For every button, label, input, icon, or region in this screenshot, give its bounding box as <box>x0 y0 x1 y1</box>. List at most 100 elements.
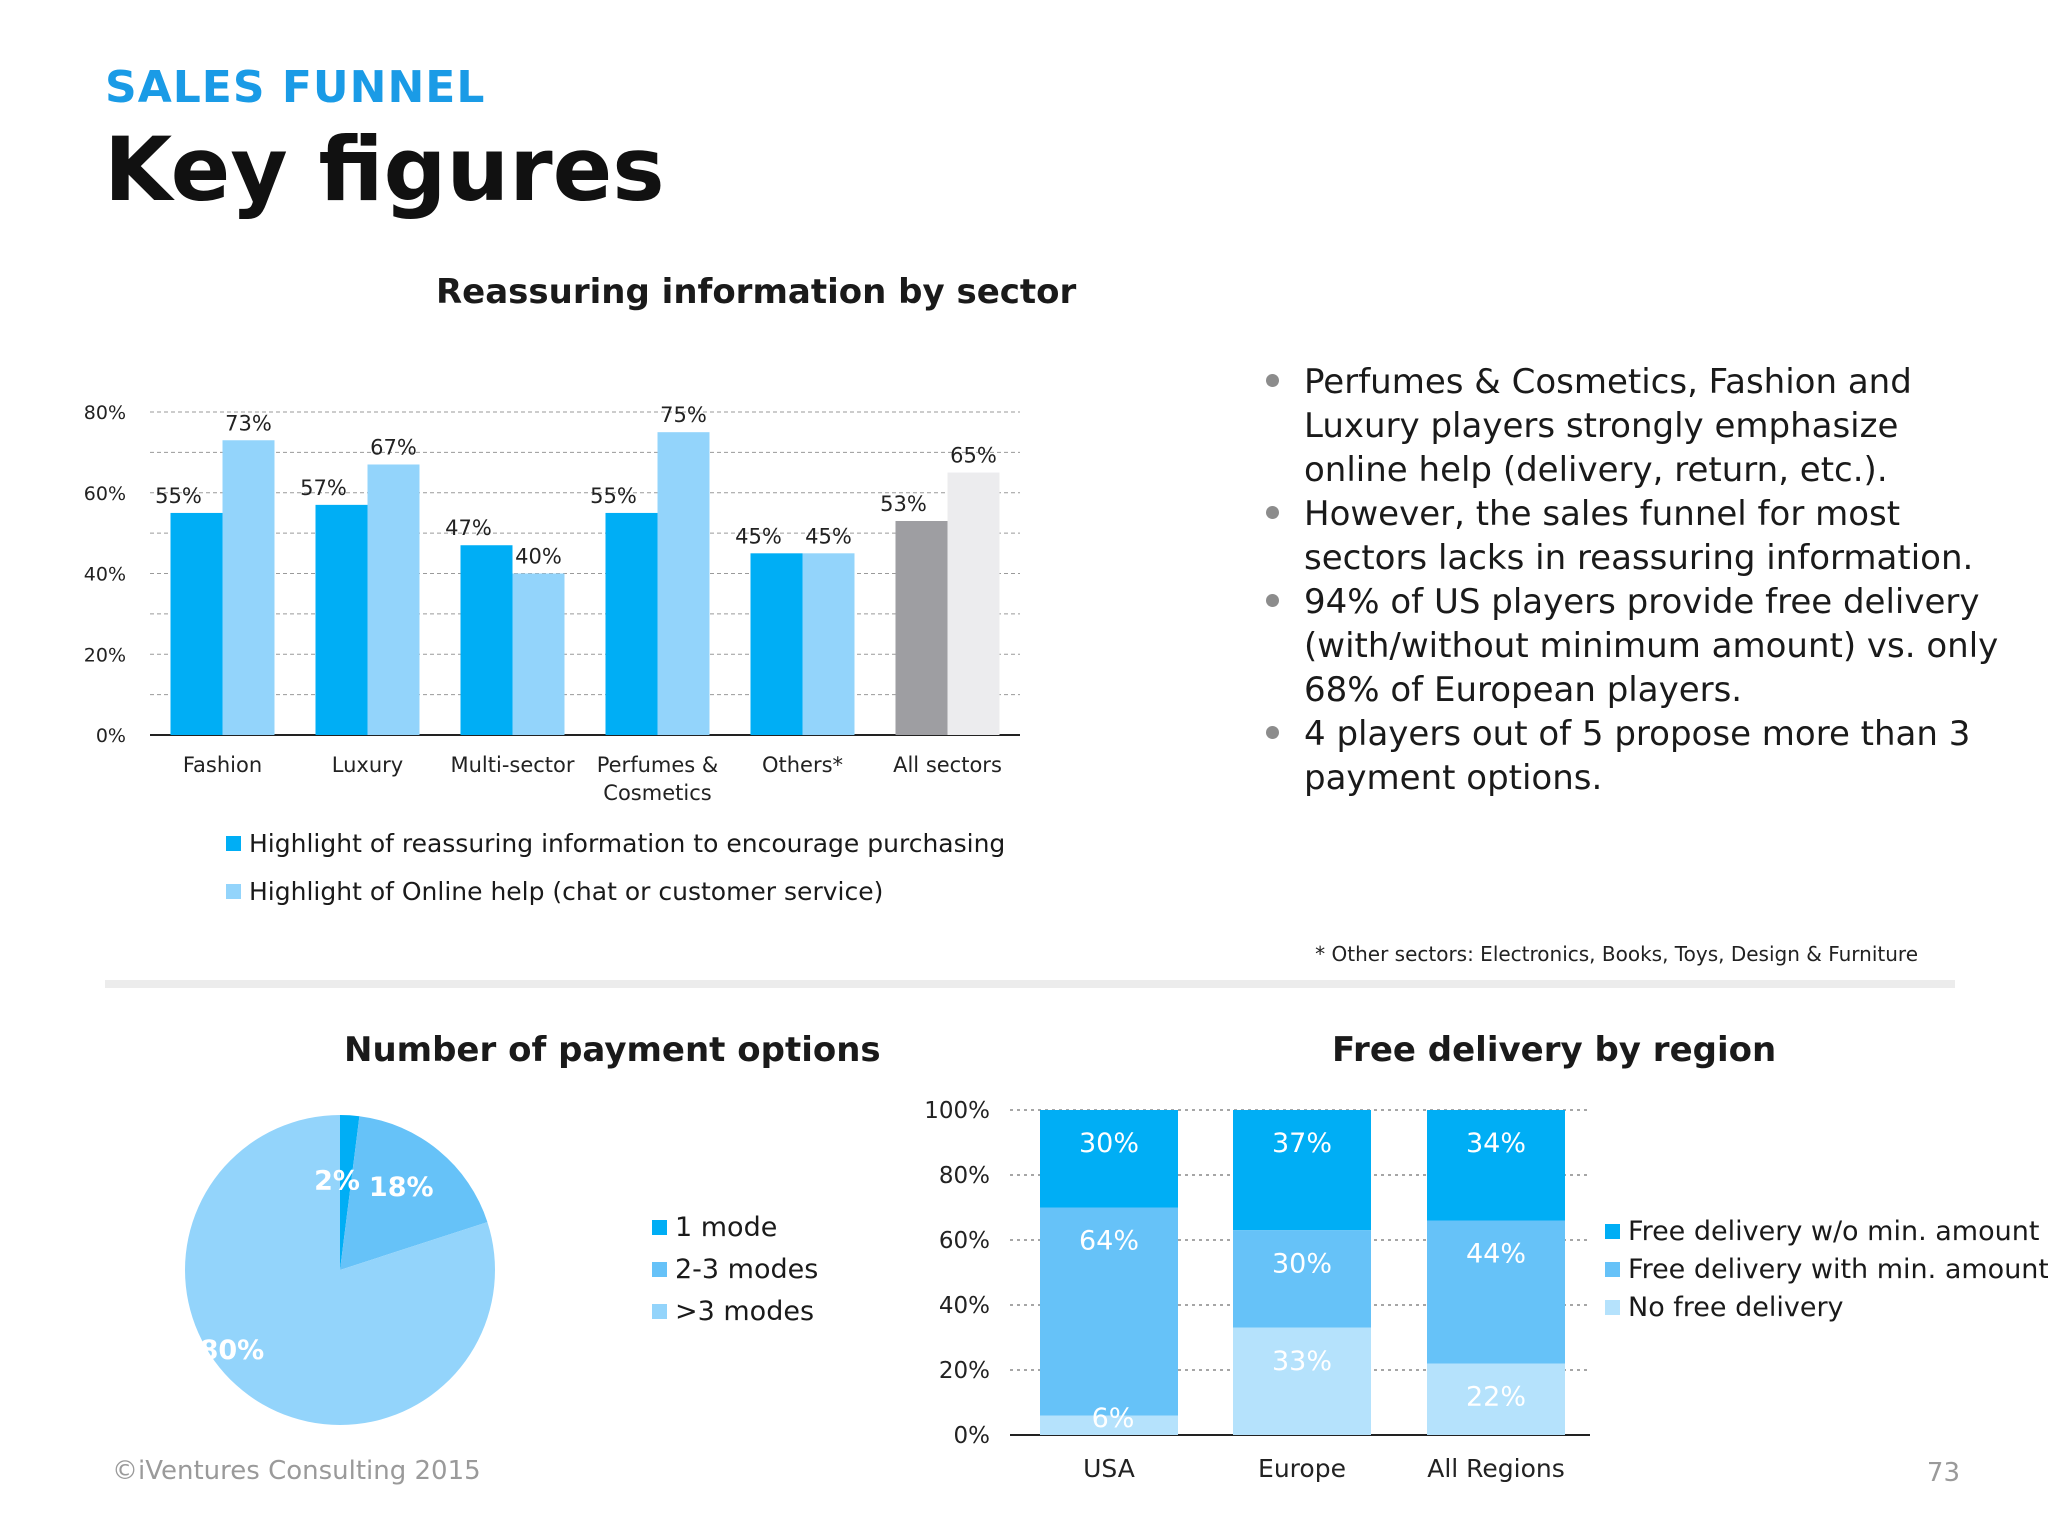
y-tick-label: 80% <box>939 1163 990 1189</box>
stacked-segment <box>1040 1110 1178 1208</box>
legend-label: 1 mode <box>675 1211 778 1243</box>
y-tick-label: 100% <box>924 1098 990 1124</box>
legend-label: Free delivery with min. amount <box>1628 1253 2048 1285</box>
pie-label: 18% <box>369 1172 434 1203</box>
segment-label: 64% <box>1079 1226 1139 1257</box>
data-label: 65% <box>950 444 997 468</box>
section-eyebrow: SALES FUNNEL <box>105 62 486 113</box>
stacked-segment <box>1040 1415 1178 1435</box>
segment-label: 44% <box>1466 1239 1526 1270</box>
x-tick-label: Perfumes & <box>597 753 719 777</box>
y-tick-label: 0% <box>954 1423 991 1449</box>
sector-legend-item-1: Highlight of reassuring information to e… <box>226 829 1005 858</box>
legend-swatch-blue <box>652 1219 667 1235</box>
legend-label: Highlight of reassuring information to e… <box>249 829 1006 858</box>
y-tick-label: 80% <box>84 402 126 424</box>
legend-swatch-blue <box>226 836 241 851</box>
delivery-chart-title: Free delivery by region <box>1332 1030 1777 1070</box>
sector-legend-item-2: Highlight of Online help (chat or custom… <box>226 877 883 906</box>
payment-pie-chart: 2% 18% 80% <box>184 1115 495 1425</box>
payment-legend-item: 2-3 modes <box>652 1248 818 1290</box>
legend-swatch-light-blue <box>226 884 241 899</box>
x-tick-label: Luxury <box>332 753 403 777</box>
x-tick-label: All Regions <box>1427 1454 1565 1483</box>
bar <box>802 553 855 735</box>
delivery-legend-item: Free delivery with min. amount <box>1605 1250 2048 1288</box>
bar <box>657 432 710 735</box>
sector-chart-title: Reassuring information by sector <box>436 272 1077 312</box>
x-tick-label: Fashion <box>183 753 262 777</box>
payment-legend: 1 mode 2-3 modes >3 modes <box>652 1206 818 1332</box>
segment-label: 30% <box>1272 1248 1332 1279</box>
pie-slice <box>184 1115 495 1425</box>
section-divider <box>105 980 1955 988</box>
data-label: 57% <box>300 476 347 500</box>
finding-item: 4 players out of 5 propose more than 3 p… <box>1262 712 2002 800</box>
x-tick-label: Cosmetics <box>603 781 711 805</box>
bar <box>460 545 513 735</box>
data-label: 75% <box>660 403 707 427</box>
pie-label: 80% <box>200 1335 265 1366</box>
bar <box>512 573 565 735</box>
data-label: 73% <box>225 411 272 435</box>
x-tick-label: All sectors <box>893 753 1002 777</box>
stacked-segment <box>1233 1230 1371 1328</box>
legend-swatch-light-blue <box>652 1303 667 1319</box>
y-tick-label: 40% <box>939 1293 990 1319</box>
payment-legend-item: >3 modes <box>652 1290 818 1332</box>
page-title: Key figures <box>104 118 665 221</box>
data-label: 47% <box>445 516 492 540</box>
legend-label: Free delivery w/o min. amount <box>1628 1215 2040 1247</box>
y-tick-label: 20% <box>84 644 126 666</box>
segment-label: 30% <box>1079 1128 1139 1159</box>
key-findings-list: Perfumes & Cosmetics, Fashion and Luxury… <box>1262 360 2002 800</box>
legend-swatch-blue <box>1605 1223 1620 1239</box>
stacked-segment <box>1427 1220 1565 1364</box>
stacked-segment <box>1427 1110 1565 1221</box>
y-tick-label: 60% <box>939 1228 990 1254</box>
segment-label: 6% <box>1092 1403 1135 1434</box>
delivery-legend: Free delivery w/o min. amount Free deliv… <box>1605 1212 2048 1326</box>
y-tick-label: 60% <box>84 483 126 505</box>
data-label: 55% <box>155 484 202 508</box>
sector-bar-chart: 0% 20% 40% 60% 80% 55% 73% Fashion 57% 67% Luxury 4… <box>84 402 1020 805</box>
bar <box>222 440 275 735</box>
data-label: 53% <box>880 492 927 516</box>
bar <box>315 504 368 735</box>
x-tick-label: Others* <box>762 753 843 777</box>
segment-label: 37% <box>1272 1128 1332 1159</box>
y-tick-label: 20% <box>939 1358 990 1384</box>
stacked-segment <box>1040 1207 1178 1416</box>
bar <box>170 512 223 735</box>
footnote: * Other sectors: Electronics, Books, Toy… <box>1315 942 1918 966</box>
delivery-legend-item: No free delivery <box>1605 1288 2048 1326</box>
delivery-stacked-chart: 0% 20% 40% 60% 80% 100% 30% 64% 6% USA 37% 30% 33% Eu… <box>924 1098 1590 1483</box>
data-label: 45% <box>805 524 852 548</box>
data-label: 40% <box>515 545 562 569</box>
segment-label: 33% <box>1272 1346 1332 1377</box>
stacked-segment <box>1233 1327 1371 1435</box>
finding-item: 94% of US players provide free delivery … <box>1262 580 2002 712</box>
data-label: 55% <box>590 484 637 508</box>
finding-item: However, the sales funnel for most secto… <box>1262 492 2002 580</box>
legend-label: No free delivery <box>1628 1291 1844 1323</box>
pie-label: 2% <box>314 1166 360 1197</box>
legend-swatch-mid-blue <box>652 1261 667 1277</box>
y-tick-label: 0% <box>96 725 126 747</box>
x-tick-label: Multi-sector <box>450 753 574 777</box>
legend-swatch-mid-blue <box>1605 1261 1620 1277</box>
pie-slice <box>340 1115 360 1270</box>
page-number: 73 <box>1926 1458 1960 1488</box>
copyright: ©iVentures Consulting 2015 <box>112 1456 481 1486</box>
legend-swatch-pale-blue <box>1605 1299 1620 1315</box>
data-label: 45% <box>735 524 782 548</box>
bar <box>367 464 420 735</box>
legend-label: Highlight of Online help (chat or custom… <box>249 877 884 906</box>
legend-label: >3 modes <box>675 1295 815 1327</box>
legend-label: 2-3 modes <box>675 1253 819 1285</box>
y-tick-label: 40% <box>84 564 126 586</box>
bar <box>895 521 948 735</box>
payment-legend-item: 1 mode <box>652 1206 818 1248</box>
stacked-segment <box>1233 1110 1371 1231</box>
finding-item: Perfumes & Cosmetics, Fashion and Luxury… <box>1262 360 2002 492</box>
